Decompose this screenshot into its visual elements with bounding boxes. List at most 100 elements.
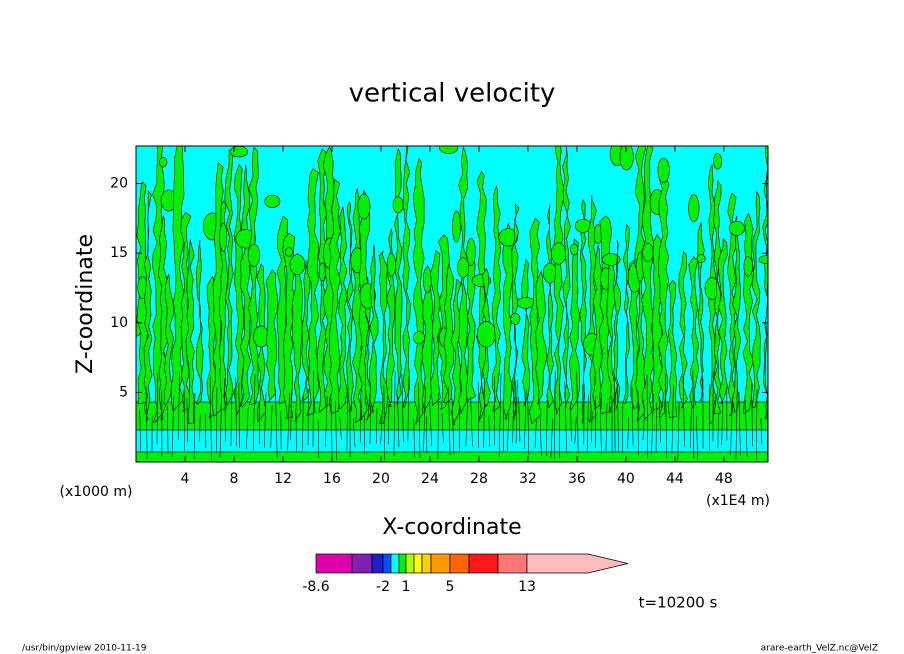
field-contour — [605, 403, 608, 452]
colorbar-tick-label: 13 — [518, 579, 536, 595]
field-blob — [657, 157, 670, 183]
field-contour — [397, 396, 400, 448]
colorbar-segment — [351, 553, 373, 574]
colorbar-segment — [497, 553, 528, 574]
field-streak — [136, 331, 137, 387]
field-contour — [470, 396, 473, 447]
field-streak — [511, 203, 520, 420]
colorbar-tick-label: -2 — [376, 579, 390, 595]
field-streak — [185, 239, 195, 425]
field-contour — [171, 396, 175, 458]
field-contour — [199, 414, 201, 442]
field-contour — [383, 385, 385, 460]
field-contour — [363, 413, 365, 455]
field-contour — [570, 404, 572, 441]
colorbar-extension — [526, 553, 629, 574]
field-contour — [429, 403, 432, 446]
field-contour — [586, 394, 589, 453]
field-blob — [219, 223, 228, 252]
field-contour — [692, 370, 695, 459]
field-contour — [186, 398, 188, 442]
field-streak — [569, 238, 580, 410]
y-tick-label: 15 — [110, 245, 128, 261]
field-contour — [498, 372, 502, 457]
field-streak — [718, 237, 728, 404]
field-streak — [562, 146, 571, 407]
field-blob — [159, 156, 168, 168]
field-streak — [337, 206, 348, 410]
colorbar-segment — [449, 553, 470, 574]
field-contour — [270, 405, 273, 448]
field-streak — [491, 184, 502, 412]
field-contour — [512, 379, 515, 443]
x-tick-label: 32 — [519, 471, 537, 487]
field-streak — [394, 147, 403, 405]
colorbar-segment — [468, 553, 499, 574]
field-streak — [265, 269, 278, 402]
field-contour — [682, 375, 685, 447]
field-blob — [318, 262, 326, 282]
x-tick-label: 24 — [421, 471, 439, 487]
field-contour — [465, 398, 468, 447]
field-contour — [651, 394, 654, 454]
field-streak — [579, 199, 587, 423]
x-tick-label: 44 — [666, 471, 684, 487]
field-contour — [246, 407, 249, 450]
field-streak — [402, 146, 411, 408]
field-contour — [574, 416, 577, 444]
field-blob — [247, 243, 261, 267]
field-contour — [393, 371, 396, 457]
field-contour — [387, 404, 390, 445]
x-tick-label: 40 — [617, 471, 635, 487]
field-streak — [301, 260, 311, 401]
colorbar-segment — [390, 553, 400, 574]
field-contour — [671, 385, 674, 454]
field-streak — [306, 168, 320, 416]
field-contour — [219, 409, 222, 458]
field-contour — [302, 395, 304, 451]
field-streak — [458, 146, 469, 414]
y-tick-label: 5 — [119, 384, 128, 400]
field-blob — [264, 194, 281, 208]
field-streak — [378, 250, 388, 424]
field-contour — [677, 402, 680, 460]
field-streak — [732, 215, 742, 413]
field-blob — [516, 296, 535, 309]
field-blob — [413, 331, 425, 345]
field-contour — [696, 416, 698, 460]
field-streak — [233, 164, 245, 417]
field-contour — [534, 418, 537, 448]
field-streak — [697, 222, 705, 401]
field-contour — [483, 379, 485, 448]
colorbar-segment — [382, 553, 392, 574]
field-contour — [263, 392, 267, 449]
field-contour — [621, 403, 624, 453]
colorbar-segment — [430, 553, 451, 574]
field-contour — [252, 374, 256, 451]
field-contour — [193, 392, 196, 460]
field-blob — [253, 325, 270, 348]
field-contour — [527, 393, 530, 455]
field-streak — [521, 258, 530, 406]
footer-right: arare-earth_VelZ.nc@VelZ — [761, 644, 878, 654]
field-streak — [667, 279, 678, 418]
field-contour — [646, 374, 649, 459]
field-streak — [282, 232, 296, 419]
field-blob — [728, 221, 745, 236]
colorbar-segment — [398, 553, 407, 574]
field-contour — [591, 410, 593, 443]
field-contour — [730, 395, 733, 456]
field-contour — [145, 386, 148, 459]
field-streak — [502, 222, 514, 420]
field-streak — [163, 273, 175, 406]
field-blob — [619, 146, 634, 171]
field-contour — [235, 377, 237, 447]
colorbar-segment — [371, 553, 384, 574]
field-contour — [369, 404, 372, 444]
field-contour — [631, 386, 634, 446]
field-contour — [448, 387, 451, 456]
field-contour — [317, 419, 320, 458]
field-blob — [284, 247, 293, 257]
field-contour — [437, 393, 439, 459]
field-contour — [167, 405, 169, 455]
